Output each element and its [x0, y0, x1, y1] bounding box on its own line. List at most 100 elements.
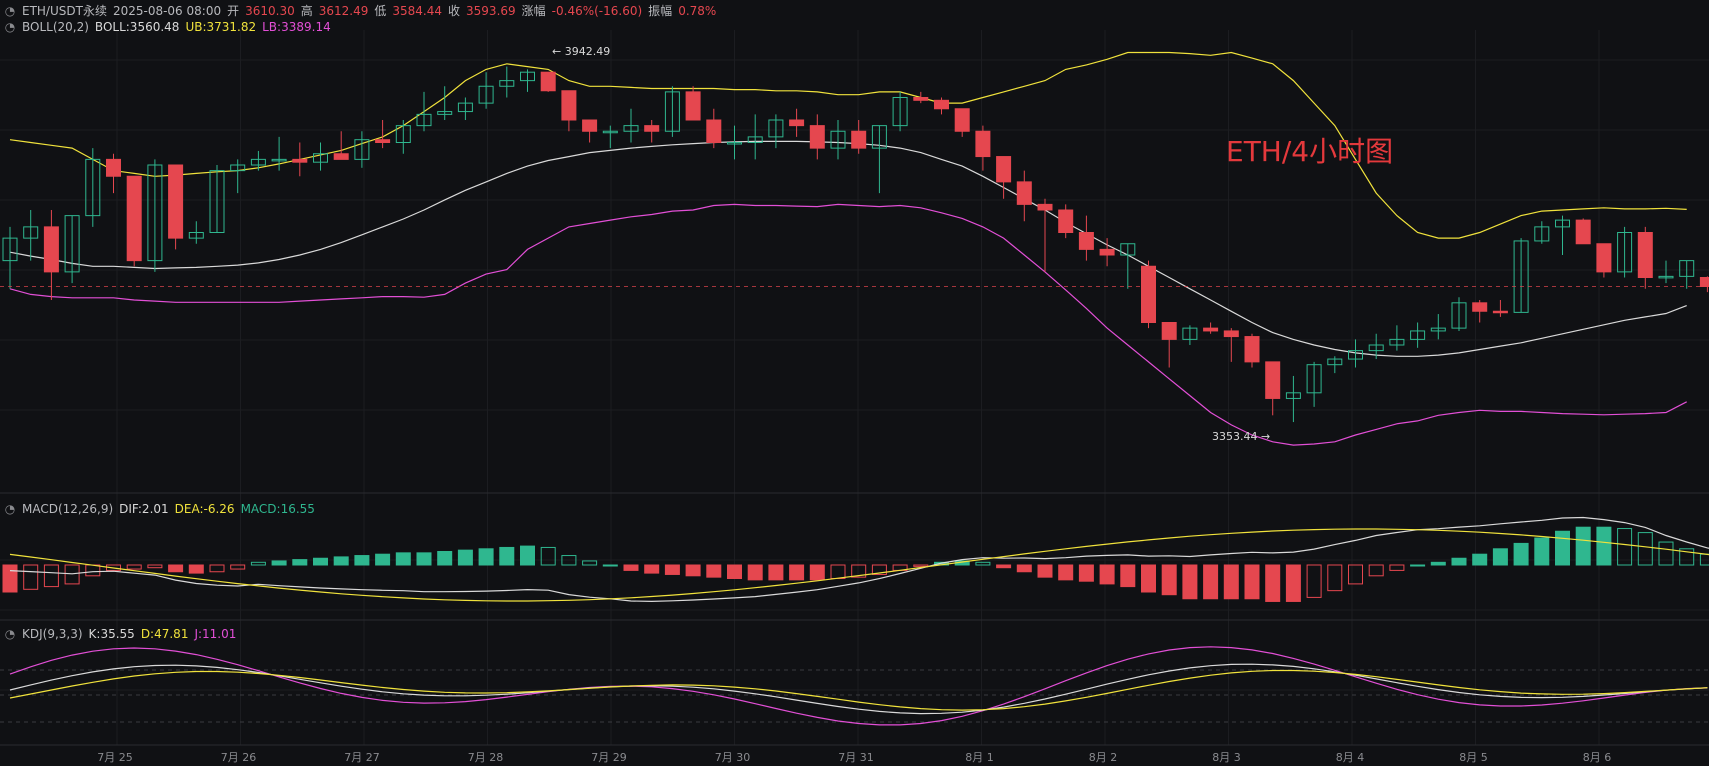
- candle-body: [996, 156, 1012, 183]
- candle-body: [1099, 248, 1115, 256]
- bell-icon[interactable]: ◔: [4, 627, 16, 641]
- macd-bar: [1596, 526, 1612, 566]
- macd-bar: [230, 564, 246, 570]
- candle-body: [1492, 310, 1508, 314]
- candle-body: [602, 130, 618, 134]
- x-axis-tick-label: 7月 31: [838, 751, 874, 764]
- macd-bar: [768, 564, 784, 581]
- macd-bar: [1534, 537, 1550, 566]
- candle-body: [727, 142, 742, 145]
- candle-body: [147, 164, 163, 262]
- candle-body: [768, 119, 784, 138]
- macd-bar: [602, 564, 618, 567]
- macd-bar: [1223, 564, 1239, 600]
- candle-body: [1223, 330, 1239, 338]
- macd-bar: [64, 564, 80, 585]
- candle-body: [1534, 226, 1550, 242]
- candle-body: [1472, 302, 1488, 312]
- candle-body: [1451, 302, 1467, 329]
- low-value: 3584.44: [392, 4, 443, 18]
- kdj-d-line: [9, 669, 1708, 711]
- candle-body: [1348, 350, 1363, 360]
- candle-body: [540, 71, 556, 92]
- macd-bar: [209, 564, 225, 573]
- bell-icon[interactable]: ◔: [4, 4, 16, 18]
- x-axis-tick-label: 8月 3: [1212, 751, 1241, 764]
- macd-bar: [1637, 532, 1653, 566]
- macd-bar: [1430, 561, 1446, 566]
- macd-bar: [1451, 557, 1467, 566]
- candle-body: [1575, 219, 1591, 245]
- candle-body: [1596, 243, 1612, 273]
- macd-dif-line: [9, 516, 1709, 603]
- macd-dif: DIF:2.01: [119, 502, 169, 516]
- macd-name[interactable]: MACD(12,26,9): [22, 502, 114, 516]
- candle-body: [1141, 265, 1156, 323]
- macd-bar: [292, 559, 308, 566]
- boll-legend: ◔ BOLL(20,2) BOLL:3560.48 UB:3731.82 LB:3389…: [4, 20, 337, 34]
- candle-body: [416, 113, 432, 127]
- bell-icon[interactable]: ◔: [4, 20, 16, 34]
- bell-icon[interactable]: ◔: [4, 502, 16, 516]
- macd-bar: [1058, 564, 1074, 581]
- candle-body: [582, 119, 598, 132]
- macd-bar: [1327, 564, 1343, 592]
- candle-body: [64, 215, 80, 273]
- macd-bar: [499, 546, 515, 566]
- candle-body: [1327, 358, 1343, 366]
- chart-overlay-title: ETH/4小时图: [1226, 135, 1394, 168]
- kdj-d: D:47.81: [140, 627, 189, 641]
- x-axis-tick-label: 8月 5: [1459, 751, 1488, 764]
- macd-bar: [354, 555, 370, 566]
- candle-body: [271, 158, 287, 162]
- candle-body: [1265, 361, 1281, 399]
- price-panel: [0, 51, 1709, 446]
- boll-mid-line: [9, 140, 1687, 357]
- macd-bar: [1016, 564, 1032, 573]
- candle-body: [23, 226, 39, 239]
- macd-value: MACD:16.55: [240, 502, 315, 516]
- macd-bar: [830, 564, 846, 579]
- candle-body: [437, 111, 453, 115]
- candle-body: [851, 130, 867, 149]
- kdj-legend: ◔ KDJ(9,3,3) K:35.55 D:47.81 J:11.01: [4, 627, 242, 641]
- candle-body: [1555, 219, 1570, 228]
- high-label: 高: [300, 4, 313, 18]
- candle-body: [1617, 232, 1633, 273]
- annotation-high: ← 3942.49: [552, 45, 610, 58]
- macd-bar: [2, 564, 18, 593]
- macd-bar: [1099, 564, 1115, 585]
- candle-body: [1658, 275, 1674, 279]
- boll-ub-line: [9, 51, 1687, 239]
- candle-body: [333, 153, 349, 160]
- kdj-j: J:11.01: [194, 627, 237, 641]
- candle-body: [913, 97, 929, 101]
- macd-bar: [126, 564, 142, 570]
- candle-body: [1285, 392, 1301, 399]
- symbol-label[interactable]: ETH/USDT永续: [22, 4, 107, 18]
- macd-bar: [1513, 542, 1529, 566]
- close-label: 收: [448, 4, 461, 18]
- boll-name[interactable]: BOLL(20,2): [22, 20, 89, 34]
- candle-body: [1368, 344, 1384, 352]
- macd-bar: [913, 564, 929, 567]
- macd-bar: [975, 561, 991, 566]
- candle-body: [292, 158, 308, 163]
- datetime-label: 2025-08-06 08:00: [112, 4, 222, 18]
- macd-bar: [1492, 548, 1508, 566]
- macd-bar: [1203, 564, 1219, 600]
- x-axis-tick-label: 7月 30: [715, 751, 751, 764]
- x-axis-tick-label: 8月 2: [1089, 751, 1118, 764]
- macd-dea-line: [9, 528, 1709, 602]
- macd-bar: [1285, 564, 1301, 602]
- candle-body: [892, 97, 908, 127]
- candle-body: [1430, 327, 1446, 332]
- candle-body: [706, 119, 722, 143]
- candle-body: [1037, 203, 1053, 211]
- kdj-name[interactable]: KDJ(9,3,3): [22, 627, 83, 641]
- macd-panel: [2, 516, 1709, 603]
- candle-body: [126, 175, 142, 262]
- x-axis-tick-label: 8月 6: [1583, 751, 1612, 764]
- macd-bar: [250, 561, 266, 566]
